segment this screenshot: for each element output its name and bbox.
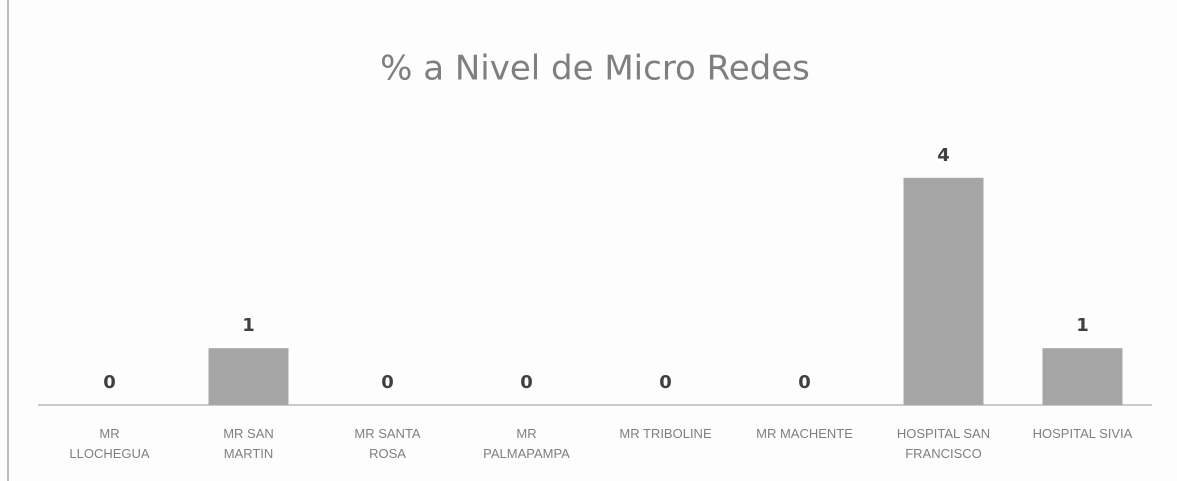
bar (903, 177, 984, 405)
x-tick-label: MR PALMAPAMPA (483, 426, 570, 461)
data-label: 0 (798, 372, 811, 393)
bar (1042, 348, 1123, 405)
data-label: 1 (1076, 315, 1089, 336)
data-label: 0 (659, 372, 672, 393)
data-label: 0 (103, 372, 116, 393)
x-tick-label: MR SAN MARTIN (223, 426, 274, 461)
x-tick-label: MR TRIBOLINE (619, 426, 712, 441)
data-label: 4 (937, 145, 950, 166)
x-tick-label: MR SANTA ROSA (354, 426, 421, 461)
x-tick-label: HOSPITAL SIVIA (1032, 426, 1133, 441)
data-label: 0 (381, 372, 394, 393)
x-tick-label: MR LLOCHEGUA (69, 426, 150, 461)
data-label: 1 (242, 315, 255, 336)
x-tick-label: MR MACHENTE (756, 426, 853, 441)
bar (208, 348, 289, 405)
chart-title: % a Nivel de Micro Redes (380, 49, 810, 89)
data-label: 0 (520, 372, 533, 393)
x-tick-label: HOSPITAL SAN FRANCISCO (896, 426, 991, 461)
